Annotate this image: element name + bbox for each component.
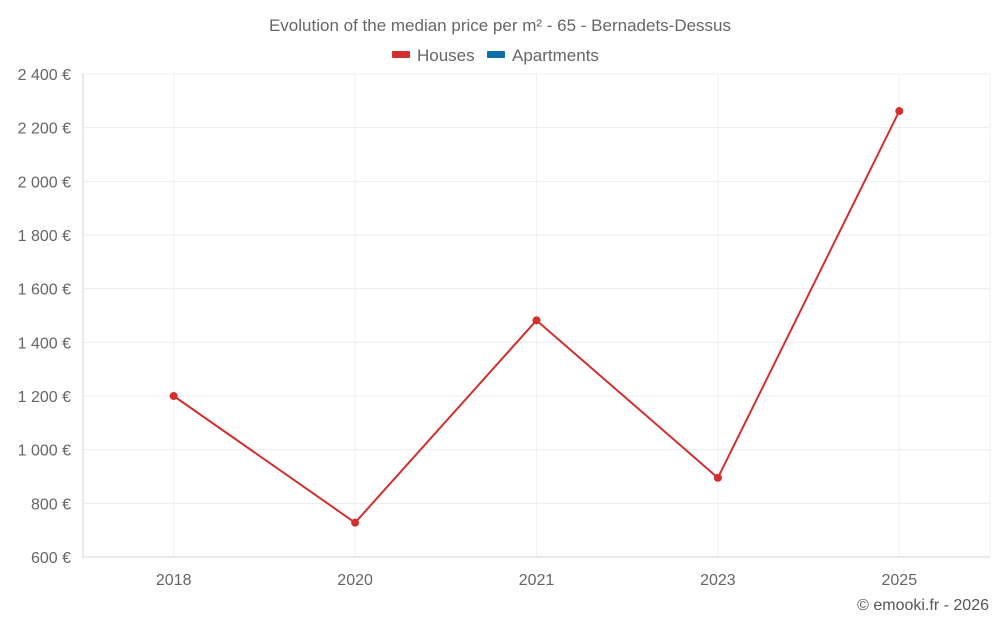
y-tick-label: 2 200 € <box>18 121 71 138</box>
y-tick-label: 600 € <box>31 550 71 567</box>
data-point-houses <box>169 392 178 400</box>
y-tick-label: 2 000 € <box>18 174 71 191</box>
legend-label-apartments: Apartments <box>512 46 599 65</box>
x-tick-label: 2018 <box>156 572 192 589</box>
data-point-houses <box>895 107 904 116</box>
x-tick-label: 2020 <box>337 572 373 589</box>
y-tick-label: 1 000 € <box>18 443 71 460</box>
chart-title: Evolution of the median price per m² - 6… <box>269 16 731 35</box>
data-point-houses <box>351 518 360 527</box>
legend-item-houses[interactable]: Houses <box>392 46 475 65</box>
y-tick-label: 2 400 € <box>18 67 71 84</box>
legend-item-apartments[interactable]: Apartments <box>487 46 599 65</box>
x-tick-label: 2025 <box>882 572 918 589</box>
grid <box>83 73 991 557</box>
y-tick-label: 800 € <box>31 496 71 513</box>
y-tick-label: 1 600 € <box>18 282 71 299</box>
x-tick-label: 2023 <box>700 572 736 589</box>
legend-label-houses: Houses <box>417 46 475 65</box>
data-point-houses <box>713 473 722 482</box>
axes: 600 € 800 € 1 000 € 1 200 € 1 400 € 1 600 € 1 … <box>18 67 990 589</box>
y-tick-label: 1 400 € <box>18 335 71 352</box>
y-tick-label: 1 800 € <box>18 228 71 245</box>
legend: Houses Apartments <box>392 46 599 65</box>
series-layer <box>169 107 904 527</box>
legend-swatch-apartments <box>487 51 505 58</box>
legend-swatch-houses <box>392 51 410 58</box>
data-point-houses <box>532 316 541 325</box>
x-tick-label: 2021 <box>519 572 555 589</box>
credit-text: © emooki.fr - 2026 <box>857 597 989 614</box>
y-tick-label: 1 200 € <box>18 389 71 406</box>
